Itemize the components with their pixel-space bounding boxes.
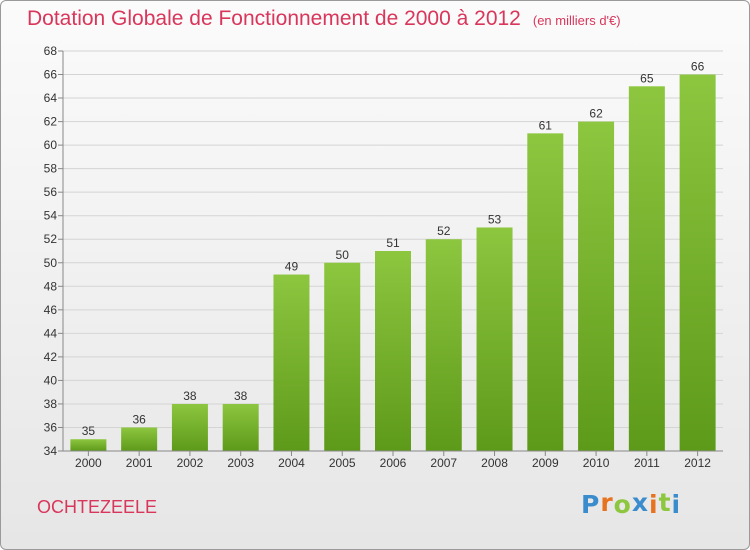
chart-title-line: Dotation Globale de Fonctionnement de 20… [27,7,621,31]
x-tick-label: 2003 [227,456,254,470]
bar [70,439,107,451]
logo-letter: P [581,490,601,519]
commune-name: OCHTEZEELE [37,497,158,517]
bar [527,133,564,451]
x-axis-ticks: 2000 2001 2002 2003 2004 2005 2006 2007 2008 2009… [75,451,711,470]
logo-letter: r [600,488,614,517]
x-tick-label: 2001 [126,456,153,470]
logo-letter: t [658,488,672,517]
x-tick-label: 2002 [177,456,204,470]
y-axis-ticks: 34 36 38 40 42 44 46 48 50 52 54 56 58 60 62 64 66 68 [44,44,63,458]
y-tick-label: 40 [44,373,58,387]
x-tick-label: 2010 [583,456,610,470]
y-tick-label: 64 [44,91,58,105]
x-tick-label: 2009 [532,456,559,470]
logo-letter: i [671,490,682,519]
y-tick-label: 34 [44,444,58,458]
bar [628,86,665,451]
axes [62,51,723,452]
bar [375,251,411,451]
y-tick-label: 50 [44,256,58,270]
bar-value-label: 61 [539,118,553,132]
y-tick-label: 46 [44,303,58,317]
bar-value-label: 52 [437,224,451,238]
x-tick-label: 2004 [278,456,305,470]
bar-value-labels: 35 36 38 38 49 50 51 52 53 61 62 65 66 [82,60,705,439]
y-tick-label: 66 [44,68,58,82]
logo-letter: x [631,488,649,517]
bar [425,239,462,451]
bar-value-label: 49 [285,260,299,274]
y-tick-label: 36 [44,420,58,434]
y-tick-label: 68 [44,44,58,58]
bars [70,74,716,452]
bar [578,121,615,452]
logo-letter: o [613,490,632,519]
x-tick-label: 2000 [75,456,102,470]
x-tick-label: 2008 [481,456,508,470]
bar-value-label: 53 [488,212,502,226]
y-tick-label: 44 [44,326,58,340]
y-tick-label: 60 [44,138,58,152]
bar-value-label: 65 [640,71,654,85]
bar-value-label: 50 [336,248,350,262]
bar [273,274,310,451]
y-tick-label: 56 [44,185,58,199]
y-tick-label: 48 [44,279,58,293]
logo-letter: i [649,490,659,519]
bar [222,403,259,451]
y-tick-label: 42 [44,350,58,364]
bar [171,403,208,451]
chart-title: Dotation Globale de Fonctionnement de 20… [27,7,521,30]
x-tick-label: 2007 [430,456,457,470]
y-tick-label: 54 [44,209,58,223]
bar-value-label: 66 [691,60,705,74]
bar [121,427,158,451]
x-tick-label: 2011 [634,456,660,470]
y-tick-label: 52 [44,232,58,246]
x-tick-label: 2005 [329,456,356,470]
y-tick-label: 62 [44,115,58,129]
bar [679,74,716,451]
proxiti-logo: Proxiti [581,488,682,519]
x-tick-label: 2006 [380,456,407,470]
bar-value-label: 36 [132,412,146,426]
bar [324,262,361,451]
bar-value-label: 38 [183,389,197,403]
bar [476,227,513,451]
bar-value-label: 62 [589,107,603,121]
chart-subtitle: (en milliers d'€) [532,13,621,28]
y-tick-label: 38 [44,397,58,411]
bar-value-label: 35 [82,424,96,438]
y-tick-label: 58 [44,162,58,176]
bar-value-label: 38 [234,389,248,403]
bar-value-label: 51 [386,236,400,250]
x-tick-label: 2012 [684,456,711,470]
